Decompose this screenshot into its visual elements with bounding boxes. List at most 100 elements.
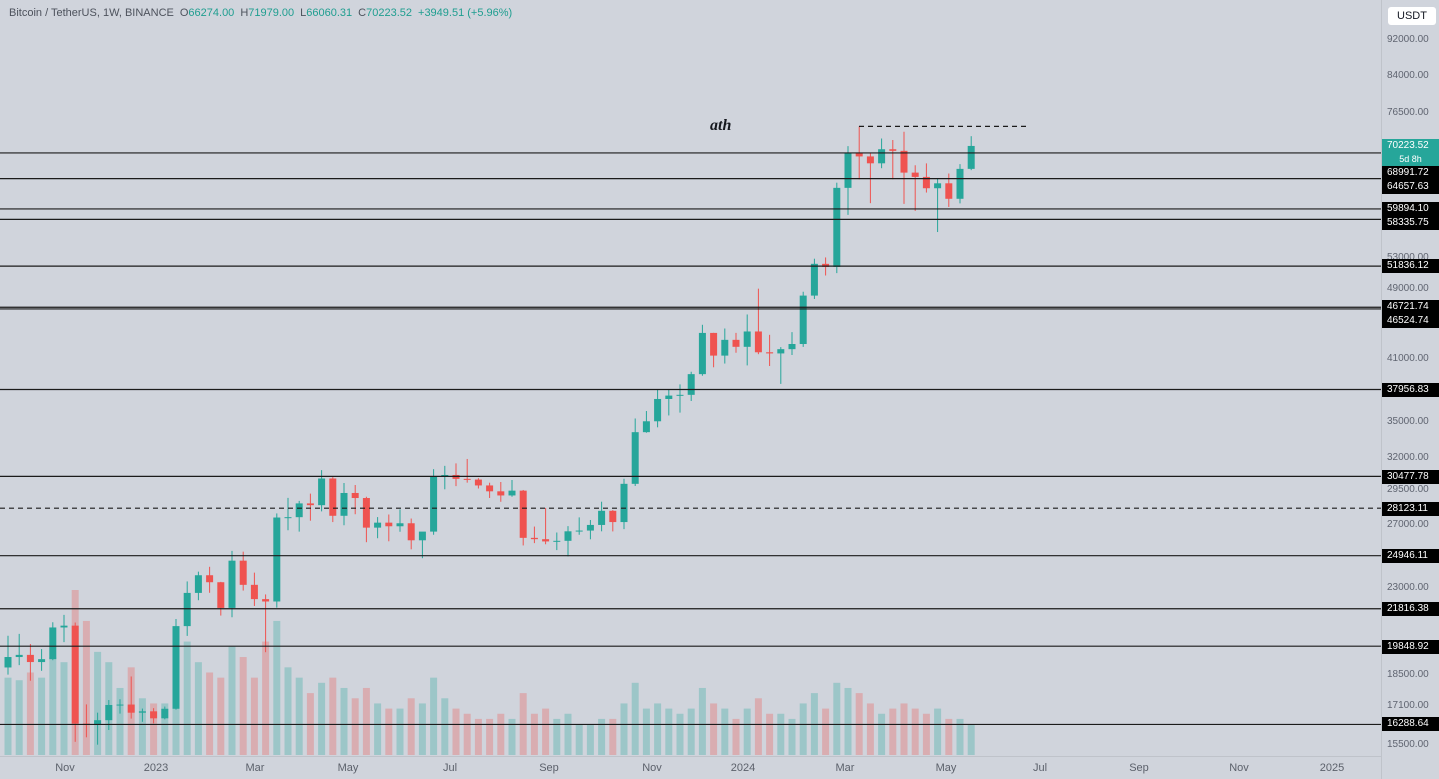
candle-body [250, 584, 258, 600]
price-tick-label: 92000.00 [1387, 33, 1429, 45]
volume-bar [721, 708, 729, 755]
volume-bar [497, 713, 505, 755]
candle-body [172, 626, 180, 709]
candle-body [911, 172, 919, 177]
candle-body [94, 720, 102, 725]
volume-bar [430, 677, 438, 755]
price-tick-label: 41000.00 [1387, 353, 1429, 365]
volume-bar [508, 718, 516, 755]
price-tick-label: 23000.00 [1387, 582, 1429, 594]
candle-body [676, 394, 684, 396]
volume-bar [900, 703, 908, 755]
volume-bar [486, 718, 494, 755]
candle-body [60, 625, 68, 628]
chart-legend: Bitcoin / TetherUS, 1W, BINANCE O 66274.0… [9, 7, 512, 19]
price-line-label: 64657.63 [1382, 180, 1439, 194]
volume-bar [38, 677, 46, 755]
price-tick-label: 53000.00 [1387, 251, 1429, 263]
price-line-label: 46524.74 [1382, 314, 1439, 328]
candle-body [754, 331, 762, 353]
time-axis-label: Mar [245, 762, 265, 774]
candle-body [116, 704, 124, 706]
currency-toggle-button[interactable]: USDT [1388, 7, 1436, 25]
volume-bar [866, 703, 874, 755]
time-axis[interactable]: Nov 2023 Mar May Jul Sep Nov 2024 Mar May Jul Sep No… [0, 756, 1381, 779]
volume-bar [262, 641, 270, 755]
volume-bar [183, 641, 191, 755]
volume-bar [340, 687, 348, 755]
bar-countdown-label: 5d 8h [1382, 153, 1439, 166]
price-line-label: 58335.75 [1382, 216, 1439, 230]
volume-bar [631, 682, 639, 755]
time-axis-label: Jul [1032, 762, 1048, 774]
volume-bar [654, 703, 662, 755]
volume-bar [687, 708, 695, 755]
price-line-label: 16288.64 [1382, 717, 1439, 731]
candle-body [642, 421, 650, 433]
volume-bar [161, 703, 169, 755]
candle-body [486, 485, 494, 492]
candle-body [150, 711, 158, 719]
price-tick-label: 27000.00 [1387, 518, 1429, 530]
candle-body [721, 339, 729, 356]
ohlc-close: C 70223.52 [358, 7, 413, 19]
candle-body [385, 522, 393, 527]
symbol-title[interactable]: Bitcoin / TetherUS, 1W, BINANCE [9, 7, 174, 19]
volume-bar [598, 718, 606, 755]
candle-body [430, 476, 438, 532]
time-axis-label: May [337, 762, 359, 774]
candle-body [295, 503, 303, 518]
volume-bar [82, 620, 90, 755]
candle-body [217, 582, 225, 608]
volume-bar [206, 672, 214, 755]
volume-bar [385, 708, 393, 755]
volume-bar [732, 718, 740, 755]
ath-text-annotation[interactable]: ath [710, 117, 732, 134]
price-line-label: 30477.78 [1382, 470, 1439, 484]
volume-bar [542, 708, 550, 755]
price-tick-label: 35000.00 [1387, 416, 1429, 428]
volume-bar [49, 657, 57, 755]
volume-bar [194, 662, 202, 755]
candle-body [284, 517, 292, 519]
candle-body [161, 708, 169, 719]
volume-bar [665, 708, 673, 755]
volume-bar [698, 687, 706, 755]
candle-body [206, 575, 214, 583]
candle-body [127, 704, 135, 713]
price-change: +3949.51 (+5.96%) [418, 7, 513, 19]
candle-body [530, 537, 538, 540]
volume-bar [564, 713, 572, 755]
candle-body [273, 517, 281, 602]
price-axis[interactable]: 92000.00 84000.00 76500.00 53000.00 49000.00… [1381, 0, 1439, 779]
price-tick-label: 29500.00 [1387, 483, 1429, 495]
candle-body [620, 483, 628, 523]
volume-bar [407, 698, 415, 755]
volume-bar [116, 687, 124, 755]
candle-body [766, 352, 774, 354]
candle-body [799, 295, 807, 345]
volume-bar [60, 662, 68, 755]
volume-bar [452, 708, 460, 755]
candle-body [329, 478, 337, 516]
volume-bar [788, 718, 796, 755]
candle-body [878, 149, 886, 164]
candle-body [956, 168, 964, 199]
candlestick-chart-canvas[interactable] [0, 0, 1381, 779]
candle-body [228, 560, 236, 608]
volume-bar [945, 718, 953, 755]
candle-body [665, 395, 673, 399]
candle-body [463, 478, 471, 480]
ohlc-open: O 66274.00 [179, 7, 235, 19]
candle-body [542, 539, 550, 542]
candle-body [788, 344, 796, 350]
price-line-label: 21816.38 [1382, 602, 1439, 616]
candle-body [49, 627, 57, 660]
time-axis-label: Nov [642, 762, 662, 774]
price-line-label: 46721.74 [1382, 300, 1439, 314]
price-tick-label: 84000.00 [1387, 69, 1429, 81]
volume-bar [967, 724, 975, 755]
price-line-label: 28123.11 [1382, 502, 1439, 516]
candle-body [441, 474, 449, 477]
